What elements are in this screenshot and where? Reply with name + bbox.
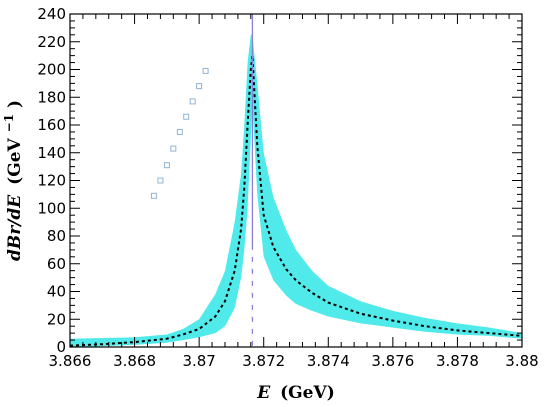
y-tick-label: 160: [37, 116, 66, 134]
x-axis-title-var: E: [256, 383, 271, 403]
uncertainty-band: [70, 34, 522, 348]
y-axis-title-unit: (GeV: [5, 137, 25, 184]
y-axis-title-var: dBr/dE: [5, 194, 25, 261]
scatter-point: [170, 145, 177, 152]
central-curve-line: [69, 55, 523, 347]
y-tick-label: 140: [37, 144, 66, 162]
scatter-point: [176, 128, 183, 135]
x-tick-label: 3.868: [113, 352, 156, 370]
scatter-point: [202, 67, 209, 74]
y-tick-label: 180: [37, 88, 66, 106]
y-tick-label: 240: [37, 5, 66, 23]
y-tick-label: 20: [47, 310, 66, 328]
x-tick-label: 3.88: [505, 352, 538, 370]
y-axis-title: dBr/dE (GeV −1 ): [2, 100, 25, 261]
scatter-point: [189, 98, 196, 105]
scatter-point: [150, 192, 157, 199]
y-tick-label: 100: [37, 199, 66, 217]
scatter-point: [157, 177, 164, 184]
x-axis: 3.866 3.868 3.87 3.872 3.874 3.876 3.878 3.88: [49, 14, 539, 370]
y-tick-label: 0: [56, 338, 66, 356]
y-tick-label: 60: [47, 255, 66, 273]
y-tick-label: 200: [37, 61, 66, 79]
y-tick-label: 40: [47, 283, 66, 301]
central-curve: [69, 55, 523, 347]
y-tick-label: 120: [37, 172, 66, 190]
y-tick-label: 80: [47, 227, 66, 245]
x-tick-label: 3.872: [242, 352, 285, 370]
y-tick-label: 220: [37, 33, 66, 51]
x-tick-label: 3.876: [371, 352, 414, 370]
scatter-point: [196, 83, 203, 90]
y-axis-title-unit-close: ): [5, 100, 25, 108]
x-tick-label: 3.874: [307, 352, 350, 370]
x-tick-label: 3.866: [49, 352, 92, 370]
y-axis-title-unit-exp: −1: [2, 114, 16, 132]
y-axis: 0 20 40 60 80 100 120 140 160 180 200 220 240: [37, 5, 522, 356]
x-tick-label: 3.878: [436, 352, 479, 370]
scatter-point: [163, 162, 170, 169]
x-axis-title: E (GeV): [256, 383, 335, 403]
band-area: [70, 34, 522, 348]
scatter-point: [183, 113, 190, 120]
x-tick-label: 3.87: [182, 352, 215, 370]
scatter-points: [150, 67, 209, 199]
x-axis-title-unit: (GeV): [280, 383, 335, 403]
